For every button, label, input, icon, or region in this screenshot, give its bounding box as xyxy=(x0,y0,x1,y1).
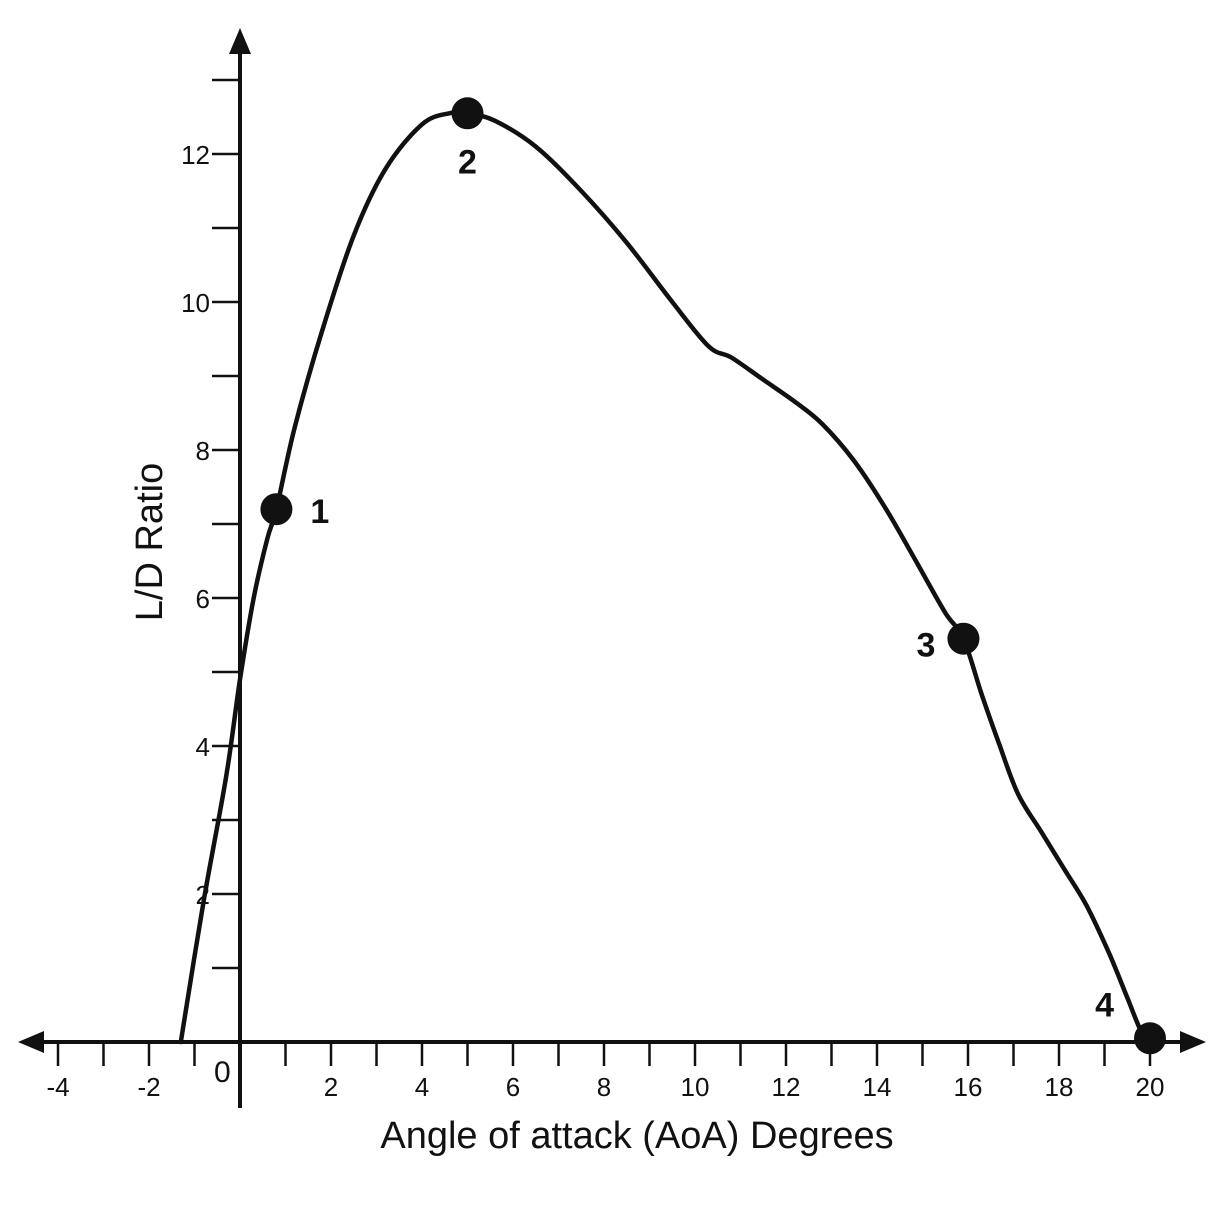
tick-marks xyxy=(56,78,1152,1066)
marked-points: 1 2 3 4 xyxy=(260,97,1166,1055)
point-label-3: 3 xyxy=(917,627,936,665)
point-marker-1 xyxy=(260,493,293,526)
x-tick-label: 16 xyxy=(954,1072,983,1102)
axes xyxy=(18,28,1206,1108)
point-label-1: 1 xyxy=(310,493,329,531)
x-tick-label: -4 xyxy=(46,1072,69,1102)
x-axis-title: Angle of attack (AoA) Degrees xyxy=(380,1115,893,1157)
y-tick-label: 8 xyxy=(196,436,210,466)
x-axis-arrow-right xyxy=(1180,1031,1206,1053)
origin-label: 0 xyxy=(214,1056,231,1089)
point-marker-2 xyxy=(451,97,484,130)
y-tick-label: 12 xyxy=(181,140,210,170)
x-tick-label: 8 xyxy=(597,1072,611,1102)
y-axis-arrow-up xyxy=(229,28,251,54)
x-tick-label: -2 xyxy=(137,1072,160,1102)
point-label-2: 2 xyxy=(458,143,477,181)
y-tick-label: 6 xyxy=(196,584,210,614)
x-tick-label: 2 xyxy=(324,1072,338,1102)
y-tick-label: 4 xyxy=(196,732,210,762)
x-axis-arrow-left xyxy=(18,1031,44,1053)
x-tick-label: 4 xyxy=(415,1072,429,1102)
point-label-4: 4 xyxy=(1095,986,1114,1024)
x-tick-label: 12 xyxy=(772,1072,801,1102)
y-axis-title: L/D Ratio xyxy=(129,463,171,621)
x-tick-label: 6 xyxy=(506,1072,520,1102)
ld-curve xyxy=(178,109,1153,1045)
x-tick-label: 18 xyxy=(1045,1072,1074,1102)
x-tick-label: 14 xyxy=(863,1072,892,1102)
point-marker-4 xyxy=(1134,1022,1166,1055)
x-tick-label: 10 xyxy=(681,1072,710,1102)
x-tick-label: 20 xyxy=(1136,1072,1165,1102)
y-tick-label: 10 xyxy=(181,288,210,318)
point-marker-3 xyxy=(947,622,980,655)
